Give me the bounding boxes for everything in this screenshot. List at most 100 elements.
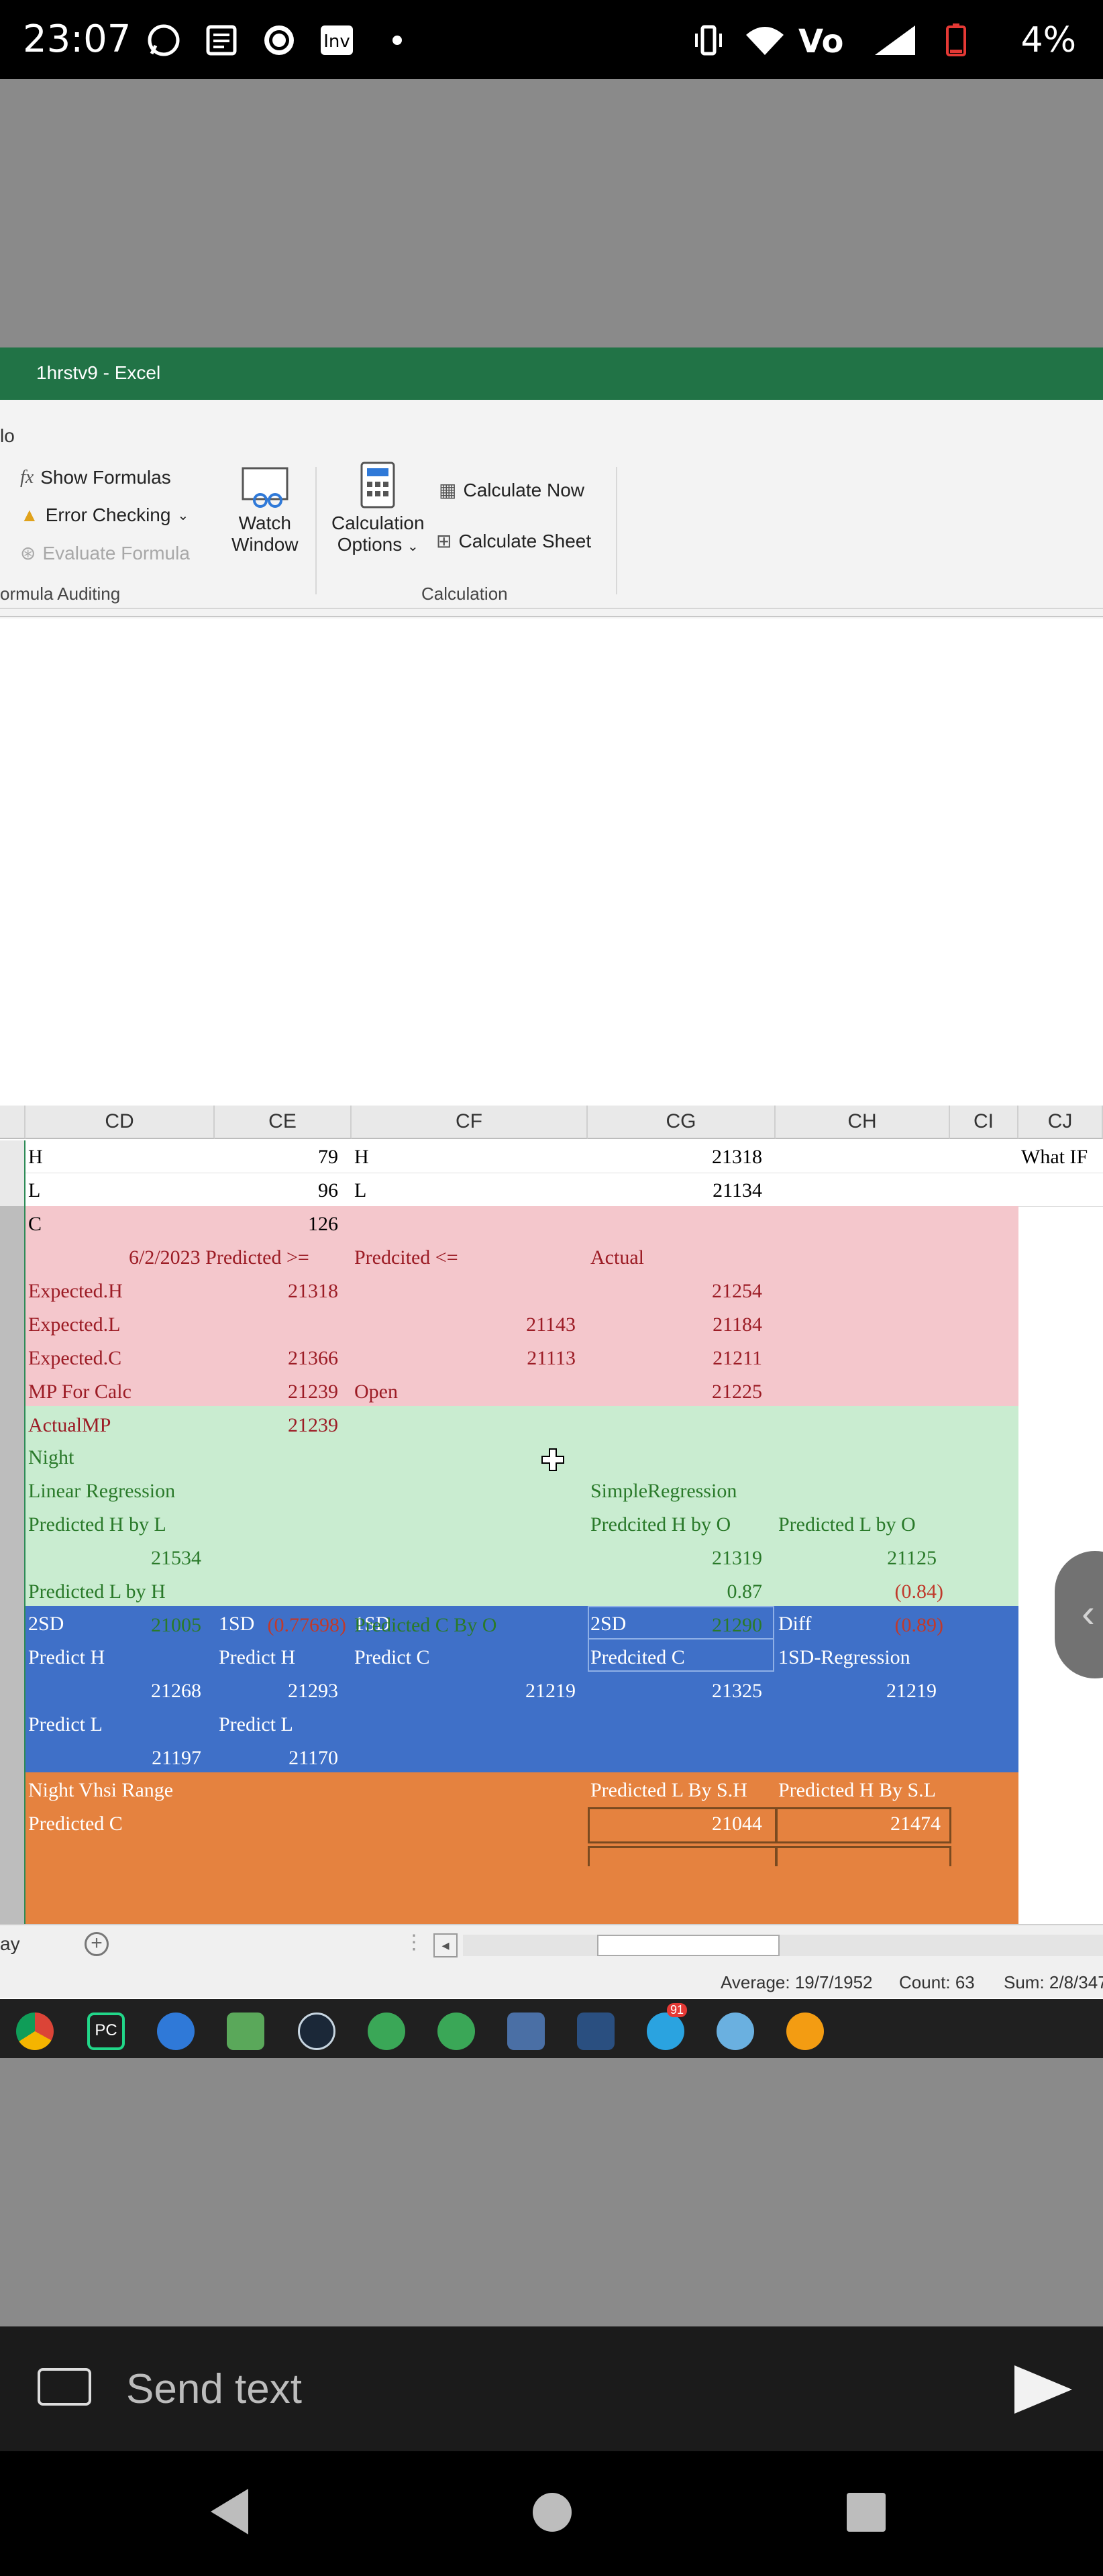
column-header-cf[interactable]: CF [352, 1106, 588, 1139]
cell[interactable]: H [28, 1146, 43, 1168]
cell[interactable]: Predicted H by L [28, 1513, 166, 1536]
cell[interactable]: 21366 [288, 1347, 338, 1369]
cell[interactable]: 21534 [151, 1547, 201, 1569]
steam-icon[interactable] [298, 2012, 335, 2050]
cell[interactable]: 79 [318, 1146, 338, 1168]
c-icon[interactable] [368, 2012, 405, 2050]
cell[interactable]: 6/2/2023 Predicted >= [129, 1246, 309, 1269]
cell[interactable]: 126 [308, 1213, 338, 1235]
camera-icon[interactable] [786, 2012, 824, 2050]
cell[interactable]: Expected.C [28, 1347, 122, 1369]
cell[interactable]: Night Vhsi Range [28, 1779, 174, 1801]
column-header-cd[interactable]: CD [25, 1106, 215, 1139]
cell[interactable]: L [354, 1179, 367, 1201]
floating-edge-button[interactable]: ‹ [1055, 1551, 1103, 1678]
cell[interactable]: Predcited <= [354, 1246, 458, 1269]
cell[interactable]: Predict L [219, 1713, 293, 1735]
horizontal-scrollbar-track[interactable] [463, 1935, 1103, 1956]
cell[interactable]: L [28, 1179, 41, 1201]
column-header-cg[interactable]: CG [588, 1106, 776, 1139]
cell[interactable]: SimpleRegression [590, 1480, 737, 1502]
cell[interactable]: 21184 [713, 1313, 762, 1336]
cell[interactable]: Night [28, 1446, 74, 1468]
cell[interactable]: Actual [590, 1246, 644, 1269]
send-icon[interactable] [1014, 2365, 1072, 2414]
cell[interactable]: 21318 [712, 1146, 762, 1168]
sheet-tab[interactable]: ay [0, 1933, 20, 1954]
cell[interactable]: 2SD [28, 1613, 64, 1635]
cell[interactable]: Predicted C [28, 1813, 123, 1835]
cell[interactable]: Predict C [354, 1646, 430, 1668]
home-icon[interactable] [533, 2493, 572, 2532]
cell[interactable]: 96 [318, 1179, 338, 1201]
calculation-options-button[interactable]: Calculation Options ⌄ [331, 460, 425, 555]
cell[interactable]: 21197 [152, 1747, 201, 1769]
cell[interactable]: 21211 [713, 1347, 762, 1369]
cell[interactable]: 21318 [288, 1280, 338, 1302]
cell[interactable]: 21268 [151, 1680, 201, 1702]
calculate-now-button[interactable]: ▦ Calculate Now [439, 479, 584, 501]
cell[interactable]: Expected.L [28, 1313, 121, 1336]
cell[interactable]: Linear Regression [28, 1480, 176, 1502]
recents-icon[interactable] [847, 2493, 886, 2532]
cell[interactable]: 21005 [151, 1614, 201, 1636]
cell[interactable]: 1SD [219, 1613, 255, 1635]
cell[interactable]: 21113 [527, 1347, 576, 1369]
calculate-sheet-button[interactable]: ⊞ Calculate Sheet [436, 530, 592, 552]
ribbon-tab-fragment[interactable]: lo [0, 425, 15, 446]
error-checking-button[interactable]: ▲ Error Checking ⌄ [20, 504, 189, 525]
cell[interactable]: 21134 [713, 1179, 762, 1201]
cell[interactable]: 21319 [712, 1547, 762, 1569]
column-header-cj[interactable]: CJ [1018, 1106, 1103, 1139]
cell[interactable]: 21219 [886, 1680, 937, 1702]
cell[interactable]: (0.89) [894, 1614, 943, 1636]
c2-icon[interactable] [437, 2012, 475, 2050]
notepad-icon[interactable] [227, 2012, 264, 2050]
paint-icon[interactable] [717, 2012, 754, 2050]
app-icon[interactable] [157, 2012, 195, 2050]
cell[interactable]: 21170 [288, 1747, 338, 1769]
cell[interactable]: Predicted L By S.H [590, 1779, 747, 1801]
cell[interactable]: Predict H [28, 1646, 105, 1668]
pycharm-icon[interactable]: PC [87, 2012, 125, 2050]
cell[interactable]: Predict L [28, 1713, 103, 1735]
cell[interactable]: 21125 [887, 1547, 937, 1569]
cell[interactable]: 1SD [354, 1613, 390, 1635]
cell[interactable]: 21225 [712, 1381, 762, 1403]
cell[interactable]: What IF [1021, 1146, 1088, 1168]
send-text-input[interactable]: Send text [126, 2366, 302, 2412]
back-icon[interactable] [211, 2489, 248, 2534]
chrome-icon[interactable] [16, 2012, 54, 2050]
cell[interactable]: 21239 [288, 1414, 338, 1436]
cell[interactable]: (0.77698) [267, 1614, 346, 1636]
cell[interactable]: 21143 [526, 1313, 576, 1336]
spreadsheet-grid[interactable]: CD CE CF CG CH CI CJ H 79 H 21318 What I… [0, 1106, 1103, 1990]
cell[interactable]: 1SD-Regression [778, 1646, 910, 1668]
scroll-left-icon[interactable]: ◂ [433, 1933, 458, 1957]
cell[interactable]: Predcited H by O [590, 1513, 731, 1536]
cell[interactable]: Predicted L by H [28, 1580, 166, 1603]
cell[interactable]: 21219 [525, 1680, 576, 1702]
cell[interactable]: 2SD [590, 1613, 627, 1635]
column-header-ch[interactable]: CH [776, 1106, 950, 1139]
cell[interactable]: C [28, 1213, 42, 1235]
cell[interactable]: Open [354, 1381, 398, 1403]
evaluate-formula-button[interactable]: ⊛ Evaluate Formula [20, 542, 190, 564]
chart-icon[interactable] [577, 2012, 615, 2050]
cell[interactable]: Predcited C [590, 1646, 685, 1668]
cell[interactable]: Predicted C By O [354, 1614, 497, 1636]
keyboard-icon[interactable] [38, 2368, 91, 2406]
splitter-handle-icon[interactable]: ⋮ [404, 1931, 424, 1953]
cell[interactable]: 21254 [712, 1280, 762, 1302]
calculator-icon[interactable] [507, 2012, 545, 2050]
cell[interactable]: Diff [778, 1613, 812, 1635]
cell[interactable]: ActualMP [28, 1414, 111, 1436]
cell[interactable]: 21239 [288, 1381, 338, 1403]
show-formulas-button[interactable]: fx Show Formulas [20, 467, 171, 488]
cell[interactable]: H [354, 1146, 369, 1168]
cell[interactable]: 21044 [712, 1813, 762, 1835]
cell[interactable]: (0.84) [894, 1580, 943, 1603]
column-header-ce[interactable]: CE [215, 1106, 352, 1139]
cell[interactable]: Predicted L by O [778, 1513, 916, 1536]
cell[interactable]: 21293 [288, 1680, 338, 1702]
